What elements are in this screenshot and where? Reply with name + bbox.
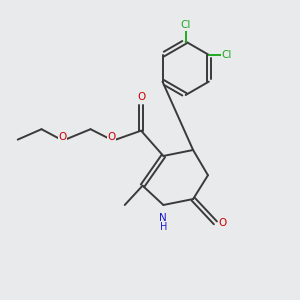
Text: O: O — [107, 132, 116, 142]
Text: Cl: Cl — [181, 20, 191, 30]
Text: H: H — [160, 222, 167, 232]
Text: O: O — [58, 132, 66, 142]
Text: O: O — [137, 92, 145, 101]
Text: O: O — [219, 218, 227, 228]
Text: N: N — [160, 213, 167, 224]
Text: Cl: Cl — [221, 50, 232, 60]
